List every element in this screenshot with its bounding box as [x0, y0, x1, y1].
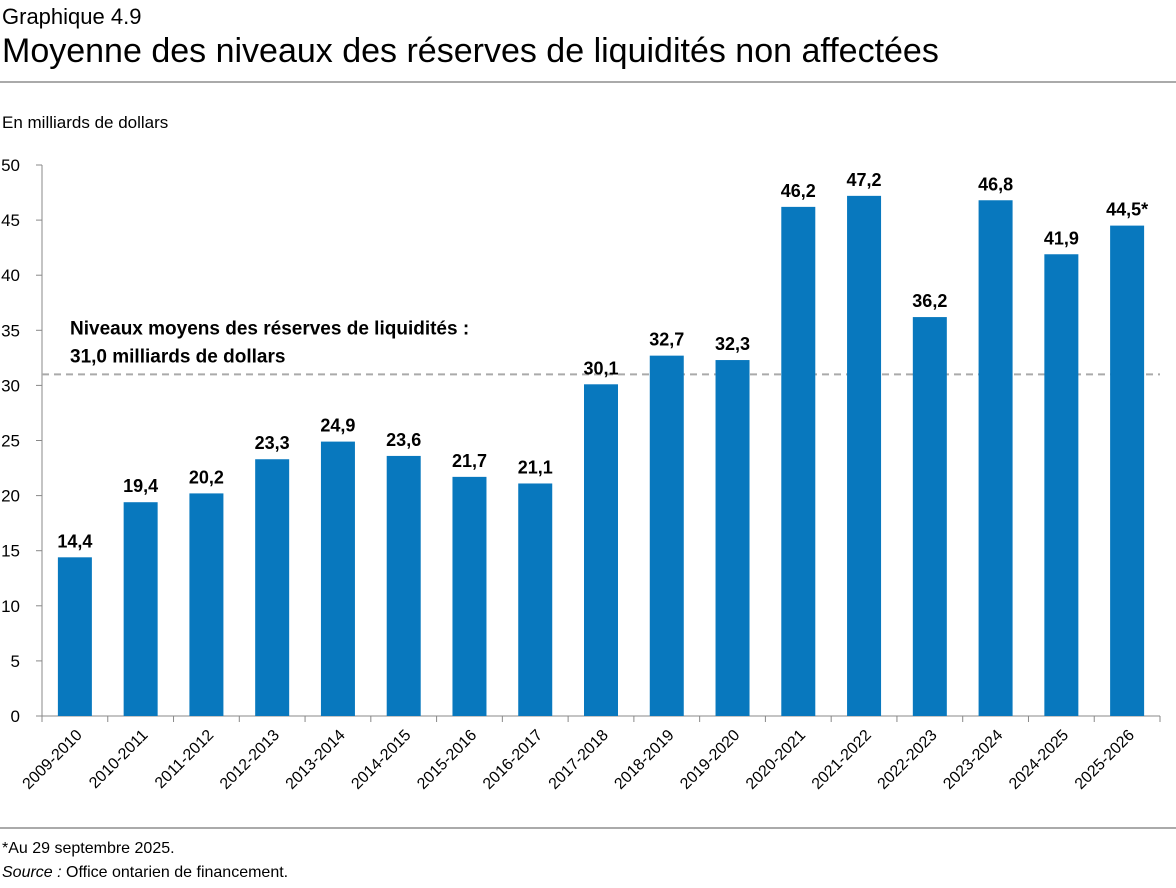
value-label: 21,7 [452, 451, 487, 471]
value-label: 30,1 [583, 358, 618, 378]
y-tick-label: 40 [1, 266, 20, 285]
source-label: Source : [2, 864, 62, 881]
value-label: 46,8 [978, 174, 1013, 194]
bar [649, 355, 684, 716]
y-tick-label: 20 [1, 487, 20, 506]
reference-label: Niveaux moyens des réserves de liquidité… [70, 318, 469, 339]
value-label: 19,4 [123, 476, 158, 496]
x-tick-label: 2021-2022 [809, 727, 875, 793]
value-label: 32,7 [649, 330, 684, 350]
bar [189, 493, 224, 716]
reference-label: 31,0 milliards de dollars [70, 346, 285, 367]
bar [255, 459, 290, 716]
chart-kicker: Graphique 4.9 [2, 4, 141, 29]
source: Source : Office ontarien de financement. [2, 864, 288, 881]
source-text: Office ontarien de financement. [66, 864, 288, 881]
x-tick-label: 2019-2020 [677, 727, 743, 793]
x-tick-label: 2015-2016 [414, 727, 480, 793]
bar [1044, 254, 1079, 716]
x-tick-label: 2020-2021 [743, 727, 809, 793]
value-label: 20,2 [189, 467, 224, 487]
x-tick-label: 2024-2025 [1006, 727, 1072, 793]
value-label: 47,2 [847, 170, 882, 190]
x-tick-label: 2013-2014 [283, 727, 349, 793]
x-tick-label: 2025-2026 [1072, 727, 1138, 793]
x-tick-label: 2014-2015 [348, 727, 414, 793]
value-label: 24,9 [320, 416, 355, 436]
value-label: 23,6 [386, 430, 421, 450]
bar [584, 384, 618, 716]
value-label: 21,1 [518, 457, 553, 477]
y-tick-label: 50 [1, 156, 20, 175]
bar [386, 455, 421, 716]
value-label: 23,3 [255, 433, 290, 453]
x-tick-label: 2016-2017 [480, 727, 546, 793]
y-tick-label: 5 [11, 652, 20, 671]
value-label: 41,9 [1044, 228, 1079, 248]
bar [452, 476, 487, 716]
x-tick-label: 2023-2024 [940, 727, 1006, 793]
x-tick-label: 2022-2023 [875, 727, 941, 793]
x-tick-label: 2018-2019 [611, 727, 677, 793]
y-tick-label: 15 [1, 542, 20, 561]
x-tick-label: 2010-2011 [86, 727, 151, 792]
bar [123, 502, 158, 716]
bar [320, 441, 355, 716]
y-tick-label: 30 [1, 376, 20, 395]
y-tick-label: 0 [11, 707, 20, 726]
value-label: 46,2 [781, 181, 816, 201]
y-tick-label: 35 [1, 321, 20, 340]
bar [715, 360, 750, 716]
bar [912, 317, 947, 716]
x-tick-label: 2017-2018 [546, 727, 612, 793]
bar [1110, 225, 1145, 717]
x-tick-label: 2012-2013 [217, 727, 283, 793]
x-tick-label: 2009-2010 [20, 727, 86, 793]
bar [847, 195, 882, 716]
y-tick-label: 45 [1, 211, 20, 230]
x-tick-label: 2011-2012 [152, 727, 217, 792]
value-label: 44,5* [1106, 200, 1148, 220]
y-tick-label: 10 [1, 597, 20, 616]
bar [781, 206, 816, 716]
value-label: 14,4 [57, 531, 92, 551]
y-tick-label: 25 [1, 432, 20, 451]
value-label: 36,2 [912, 291, 947, 311]
note: *Au 29 septembre 2025. [2, 840, 175, 857]
bar [518, 483, 553, 716]
y-axis-title: En milliards de dollars [2, 113, 168, 132]
chart-title: Moyenne des niveaux des réserves de liqu… [2, 32, 939, 70]
value-label: 32,3 [715, 334, 750, 354]
bar [978, 200, 1013, 716]
bar [57, 557, 92, 716]
